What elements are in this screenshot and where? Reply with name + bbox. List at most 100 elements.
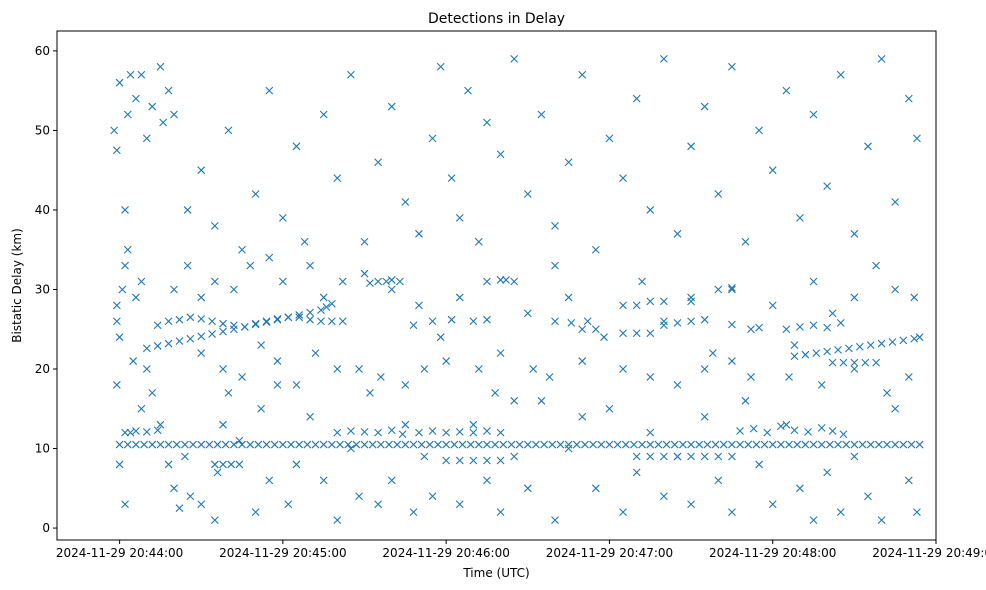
data-point-189	[910, 293, 919, 302]
data-point-193	[257, 341, 265, 350]
data-point-436	[839, 358, 848, 367]
data-point-332	[455, 427, 464, 436]
data-point-414	[700, 315, 709, 324]
data-point-365	[175, 337, 184, 346]
data-point-331	[442, 428, 451, 437]
data-point-416	[755, 323, 763, 332]
data-point-87	[823, 468, 832, 477]
data-point-114	[436, 62, 445, 71]
data-point-139	[755, 126, 763, 135]
data-point-431	[888, 338, 897, 346]
data-point-376	[295, 311, 304, 319]
data-point-285	[646, 440, 655, 449]
data-point-438	[861, 358, 870, 367]
data-point-119	[483, 118, 491, 127]
data-point-147	[864, 142, 872, 151]
data-point-181	[747, 325, 755, 334]
data-point-336	[736, 427, 744, 435]
data-point-78	[700, 412, 709, 421]
data-point-231	[205, 440, 214, 449]
data-point-188	[891, 285, 900, 294]
x-axis-title: Time (UTC)	[462, 566, 529, 580]
data-point-309	[842, 440, 851, 449]
data-point-238	[262, 440, 271, 449]
data-point-38	[213, 468, 222, 477]
data-point-361	[728, 452, 736, 461]
data-point-373	[262, 318, 271, 326]
data-point-402	[469, 317, 478, 326]
data-point-453	[728, 283, 736, 292]
data-point-378	[317, 306, 325, 315]
data-point-270	[523, 440, 532, 449]
data-point-452	[714, 285, 723, 294]
data-point-84	[782, 420, 791, 429]
data-point-145	[836, 70, 845, 79]
data-point-205	[510, 396, 519, 405]
data-point-122	[523, 190, 532, 198]
data-point-219	[904, 373, 913, 381]
data-point-174	[600, 333, 608, 342]
data-point-346	[219, 460, 227, 469]
data-point-358	[687, 452, 695, 461]
data-point-66	[537, 396, 546, 405]
data-point-329	[415, 428, 423, 437]
data-point-215	[785, 373, 793, 381]
data-point-44	[265, 476, 274, 485]
data-point-146	[850, 229, 859, 238]
data-point-449	[646, 297, 655, 306]
data-point-124	[551, 221, 559, 230]
data-point-169	[496, 349, 505, 357]
data-point-439	[872, 358, 881, 367]
data-point-385	[197, 315, 206, 323]
data-point-368	[208, 330, 217, 338]
data-point-39	[219, 420, 227, 429]
data-point-201	[420, 365, 429, 373]
data-point-307	[825, 440, 834, 449]
data-point-184	[809, 277, 818, 286]
data-point-218	[883, 388, 891, 397]
data-point-389	[240, 322, 249, 331]
data-point-294	[719, 440, 728, 449]
data-point-420	[823, 323, 832, 332]
data-point-260	[442, 440, 451, 449]
data-point-404	[551, 317, 559, 326]
data-point-251	[368, 440, 377, 449]
data-point-380	[327, 299, 336, 308]
data-point-395	[306, 315, 314, 324]
data-point-341	[804, 427, 812, 436]
data-point-337	[749, 424, 758, 433]
data-point-36	[197, 500, 206, 509]
data-point-300	[768, 440, 777, 449]
data-point-192	[238, 373, 246, 381]
data-point-92	[891, 404, 900, 413]
data-point-271	[532, 440, 540, 449]
data-point-394	[295, 313, 304, 322]
data-point-204	[491, 388, 500, 397]
data-point-241	[287, 440, 295, 449]
data-point-280	[605, 440, 614, 449]
data-point-446	[502, 276, 510, 284]
data-point-142	[796, 214, 804, 222]
data-point-423	[801, 350, 810, 359]
data-point-292	[703, 440, 712, 449]
data-point-17	[118, 285, 127, 294]
data-point-103	[292, 142, 301, 151]
data-point-3	[121, 206, 129, 214]
data-point-428	[855, 342, 864, 351]
data-point-247	[336, 440, 344, 449]
data-point-151	[913, 134, 921, 143]
data-point-272	[540, 440, 549, 449]
x-tick-label-2: 2024-11-29 20:46:00	[382, 546, 509, 560]
y-tick-label-5: 50	[35, 123, 50, 137]
data-point-228	[181, 440, 189, 449]
data-point-65	[523, 484, 532, 493]
data-point-135	[700, 102, 709, 111]
data-point-448	[632, 301, 641, 310]
data-point-77	[687, 500, 695, 509]
data-point-216	[817, 381, 826, 389]
data-point-37	[210, 516, 219, 525]
data-point-357	[673, 452, 682, 461]
data-point-293	[711, 440, 720, 449]
data-point-412	[673, 318, 682, 327]
data-point-237	[254, 440, 263, 449]
